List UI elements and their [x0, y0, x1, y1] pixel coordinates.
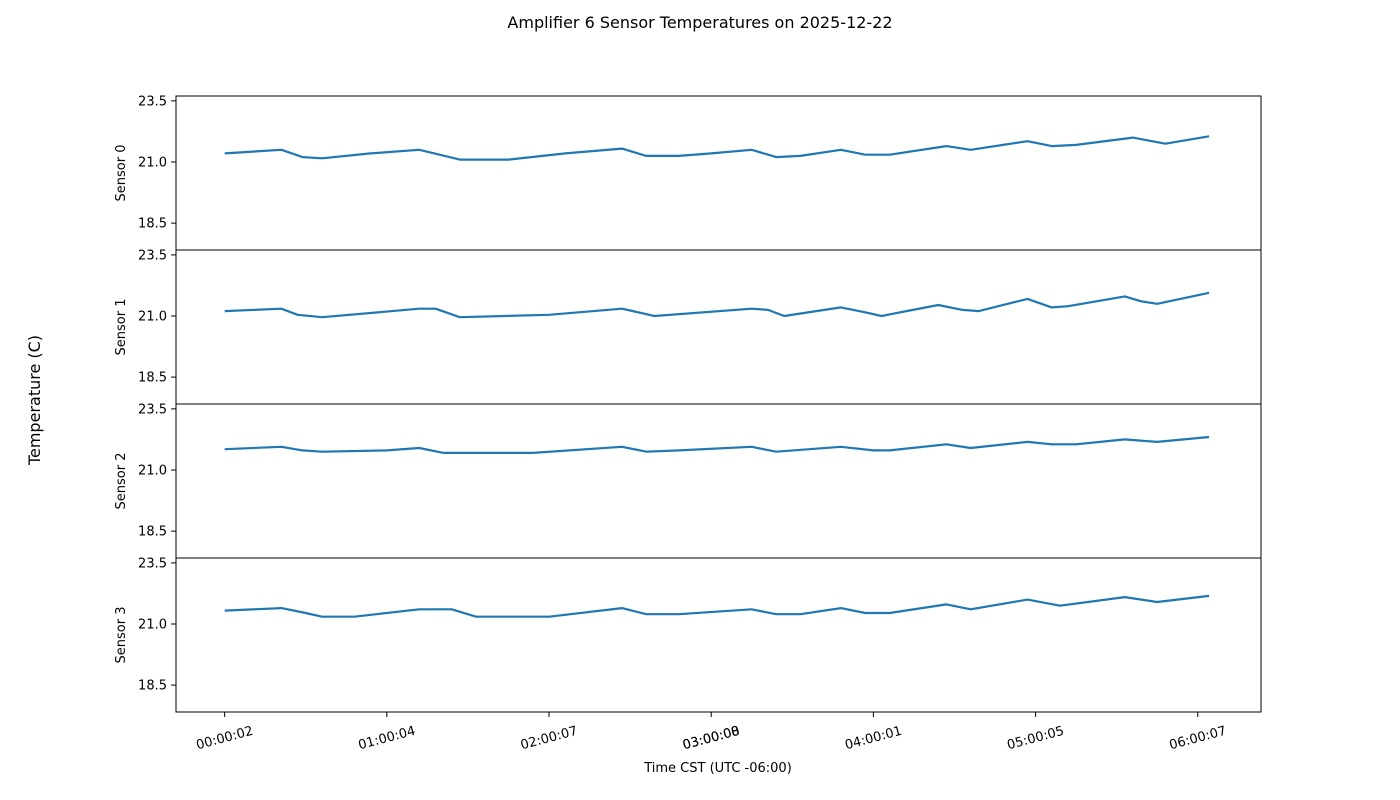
panel-frame: [175, 403, 1262, 559]
x-tick-label: 02:00:07: [519, 724, 579, 754]
y-tick-label: 18.5: [138, 679, 167, 694]
sensor-panel: 18.5 21.0 23.5 Sensor 1: [114, 248, 1262, 405]
series-label: Sensor 0: [114, 145, 129, 202]
y-tick-label: 18.5: [138, 371, 167, 386]
panel-frame: [175, 95, 1262, 251]
series-label: Sensor 1: [114, 299, 129, 356]
series-line: [224, 135, 1210, 161]
x-tick-label: 01:00:04: [357, 724, 417, 754]
series-line: [224, 594, 1210, 618]
series-label: Sensor 2: [114, 453, 129, 510]
y-tick-label: 21.0: [138, 464, 167, 479]
series-label: Sensor 3: [114, 607, 129, 664]
sensor-panel: 18.5 21.0 23.5 Sensor 3: [114, 556, 1262, 713]
y-tick-label: 23.5: [138, 94, 167, 109]
y-axis-label: Temperature (C): [25, 335, 44, 466]
chart-title: Amplifier 6 Sensor Temperatures on 2025-…: [507, 13, 892, 32]
y-tick-label: 23.5: [138, 248, 167, 263]
x-tick-label-overlap: 03:00:00: [681, 724, 741, 754]
panel-frame: [175, 249, 1262, 405]
x-tick-label: 04:00:01: [843, 724, 903, 754]
x-axis-label: Time CST (UTC -06:00): [643, 761, 792, 776]
y-tick-label: 21.0: [138, 310, 167, 325]
sensor-panel: 18.5 21.0 23.5 Sensor 0: [114, 94, 1262, 251]
x-tick-label: 06:00:07: [1168, 724, 1228, 754]
series-line: [224, 291, 1210, 319]
x-tick-label: 05:00:05: [1006, 724, 1066, 754]
panels: 18.5 21.0 23.5 Sensor 0 18.5 21.0 23.5 Sensor 1…: [114, 94, 1262, 713]
panel-frame: [175, 557, 1262, 713]
y-tick-label: 21.0: [138, 618, 167, 633]
x-tick-label: 00:00:02: [195, 724, 255, 754]
y-tick-label: 23.5: [138, 556, 167, 571]
series-line: [224, 435, 1210, 454]
y-tick-label: 21.0: [138, 156, 167, 171]
y-tick-label: 18.5: [138, 217, 167, 232]
sensor-panel: 18.5 21.0 23.5 Sensor 2: [114, 402, 1262, 559]
x-ticks: 00:00:02 01:00:04 02:00:07 03:00:0803:00:00…: [195, 712, 1228, 753]
y-tick-label: 23.5: [138, 402, 167, 417]
y-tick-label: 18.5: [138, 525, 167, 540]
